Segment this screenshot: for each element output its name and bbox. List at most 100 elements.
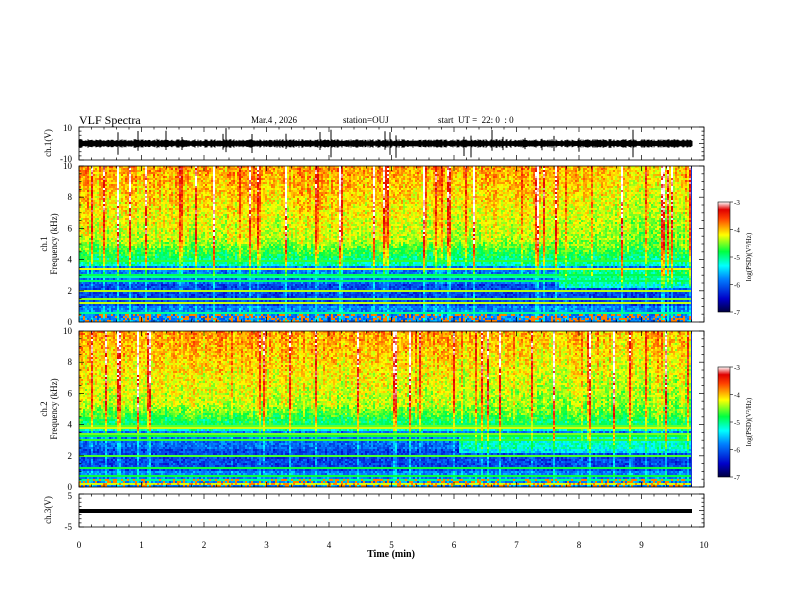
spectrogram-cell <box>91 264 93 266</box>
spectrogram-cell <box>85 212 87 214</box>
spectrogram-cell <box>83 174 85 176</box>
spectrogram-cell <box>95 314 97 316</box>
vlf-figure: 10 -10 ch.1(V) 0246810 ch.1 Frequency (k… <box>0 0 792 612</box>
spectrogram-cell <box>87 294 89 296</box>
spectrogram-cell <box>93 270 95 272</box>
spectrogram-cell <box>89 250 91 252</box>
spectrogram-cell <box>95 290 97 292</box>
spectrogram-cell <box>95 248 97 250</box>
spectrogram-cell <box>89 258 91 260</box>
ch1-waveform-ylabel: ch.1(V) <box>43 129 53 157</box>
spectrogram-cell <box>83 168 85 170</box>
spectrogram-cell <box>85 228 87 230</box>
spectrogram-cell <box>89 182 91 184</box>
spectrogram-cell <box>91 310 93 312</box>
spectrogram-cell <box>89 274 91 276</box>
spectrogram-cell <box>89 296 91 298</box>
spectrogram-cell <box>95 172 97 174</box>
spectrogram-cell <box>95 192 97 194</box>
spectrogram-cell <box>81 304 83 306</box>
spectrogram-cell <box>89 308 91 310</box>
spectrogram-cell <box>81 260 83 262</box>
spectrogram-cell <box>83 308 85 310</box>
spectrogram-cell <box>91 276 93 278</box>
spectrogram-cell <box>85 182 87 184</box>
spectrogram-cell <box>91 178 93 180</box>
spectrogram-cell <box>95 214 97 216</box>
spectrogram-cell <box>81 202 83 204</box>
spectrogram-cell <box>81 176 83 178</box>
spectrogram-cell <box>87 282 89 284</box>
spectrogram-cell <box>87 256 89 258</box>
spectrogram-cell <box>83 224 85 226</box>
ch1-ytick-top: 10 <box>63 123 73 133</box>
spectrogram-cell <box>91 216 93 218</box>
spectrogram-cell <box>91 170 93 172</box>
spectrogram-cell <box>95 228 97 230</box>
spectrogram-cell <box>83 270 85 272</box>
spectrogram-cell <box>91 196 93 198</box>
spectrogram-cell <box>95 280 97 282</box>
spectrogram-cell <box>81 218 83 220</box>
spectrogram-cell <box>81 230 83 232</box>
spectrogram-cell <box>87 278 89 280</box>
spectrogram-cell <box>85 312 87 314</box>
spectrogram-cell <box>83 316 85 318</box>
spectrogram-cell <box>87 274 89 276</box>
spectrogram-cell <box>93 180 95 182</box>
spectrogram-cell <box>93 256 95 258</box>
spectrogram-cell <box>89 208 91 210</box>
spectrogram-cell <box>89 314 91 316</box>
spectrogram-cell <box>93 224 95 226</box>
spectrogram-cell <box>89 242 91 244</box>
spectrogram-cell <box>95 218 97 220</box>
spectrogram-cell <box>93 250 95 252</box>
spectrogram-cell <box>93 296 95 298</box>
ch1-spectrogram-image <box>79 166 691 322</box>
panel-ch1-waveform: 10 -10 ch.1(V) <box>43 123 704 164</box>
spectrogram-cell <box>89 200 91 202</box>
spectrogram-cell <box>91 224 93 226</box>
spectrogram-cell <box>93 194 95 196</box>
spectrogram-cell <box>85 200 87 202</box>
spectrogram-cell <box>83 226 85 228</box>
spectrogram-cell <box>85 270 87 272</box>
spectrogram-cell <box>91 214 93 216</box>
spectrogram-cell <box>83 190 85 192</box>
spectrogram-cell <box>81 262 83 264</box>
spectrogram-cell <box>91 256 93 258</box>
spectrogram-cell <box>83 208 85 210</box>
spectrogram-cell <box>83 260 85 262</box>
spectrogram-cell <box>95 288 97 290</box>
spectrogram-cell <box>87 174 89 176</box>
spectrogram-cell <box>81 270 83 272</box>
spectrogram-cell <box>95 258 97 260</box>
spectrogram-cell <box>95 236 97 238</box>
spectrogram-cell <box>83 238 85 240</box>
spectrogram-cell <box>81 214 83 216</box>
spectrogram-cell <box>87 260 89 262</box>
spectrogram-cell <box>95 308 97 310</box>
spectrogram-cell <box>81 198 83 200</box>
spectrogram-cell <box>85 180 87 182</box>
spectrogram-cell <box>85 264 87 266</box>
spectrogram-cell <box>87 186 89 188</box>
spectrogram-cell <box>87 218 89 220</box>
spectrogram-cell <box>93 280 95 282</box>
spectrogram-cell <box>91 212 93 214</box>
spectrogram-cell <box>83 210 85 212</box>
spectrogram-cell <box>89 272 91 274</box>
spectrogram-cell <box>93 206 95 208</box>
spectrogram-cell <box>83 304 85 306</box>
spectrogram-cell <box>95 182 97 184</box>
spectrogram-cell <box>81 254 83 256</box>
spectrogram-cell <box>89 294 91 296</box>
spectrogram-cell <box>91 286 93 288</box>
spectrogram-cell <box>85 178 87 180</box>
spectrogram-cell <box>93 294 95 296</box>
spectrogram-cell <box>81 294 83 296</box>
spectrogram-cell <box>85 308 87 310</box>
spectrogram-cell <box>91 228 93 230</box>
spectrogram-cell <box>91 280 93 282</box>
spectrogram-cell <box>93 174 95 176</box>
